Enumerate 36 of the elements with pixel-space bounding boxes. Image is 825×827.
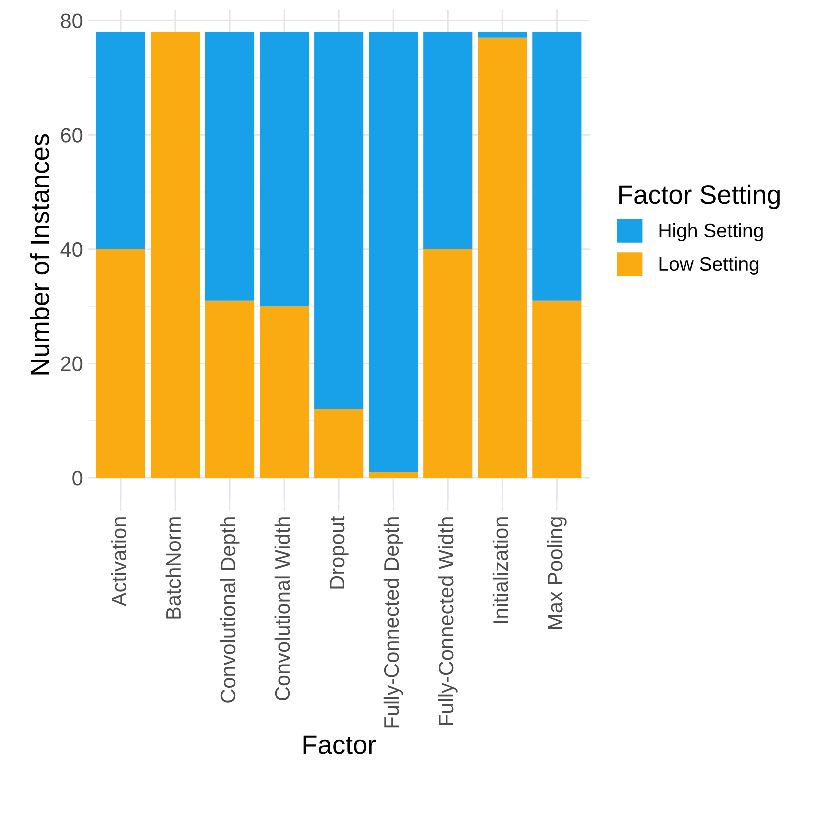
x-tick-label: Dropout [330, 516, 349, 589]
bar [260, 32, 310, 307]
bar [478, 32, 528, 38]
bar [369, 472, 418, 478]
x-tick-label: Convolutional Width [274, 518, 290, 701]
bar [205, 300, 255, 478]
bar [424, 249, 473, 478]
x-tick-label: Fully-Connected Depth [384, 518, 404, 728]
x-tick-label: Activation [111, 518, 127, 607]
bar [532, 300, 582, 478]
x-tick-label: Convolutional Depth [220, 518, 240, 703]
bar [314, 409, 364, 478]
legend-title: Factor Setting [620, 184, 780, 210]
x-axis-title: Factor [304, 736, 376, 754]
y-tick-label: 40 [60, 242, 83, 258]
bar [260, 306, 310, 478]
bar [205, 32, 255, 301]
y-tick-label: 20 [61, 356, 83, 372]
x-tick-label: Max Pooling [547, 518, 567, 630]
y-tick-label: 60 [61, 128, 83, 143]
bar [532, 32, 582, 301]
x-tick-label: Initialization [492, 518, 508, 624]
bar [369, 32, 418, 472]
bar [314, 32, 364, 410]
y-tick-label: 80 [61, 14, 83, 29]
y-tick-label: 0 [72, 471, 83, 486]
y-axis-title: Number of Instances [30, 134, 50, 375]
x-tick-label: Fully-Connected Width [438, 518, 458, 726]
bar [96, 32, 146, 250]
x-tick-label: BatchNorm [166, 518, 182, 619]
legend-label: High Setting [660, 223, 763, 242]
bar [96, 249, 146, 478]
bar [478, 38, 528, 478]
bar [424, 32, 473, 250]
legend-label: Low Setting [660, 256, 759, 275]
bar [150, 32, 200, 478]
